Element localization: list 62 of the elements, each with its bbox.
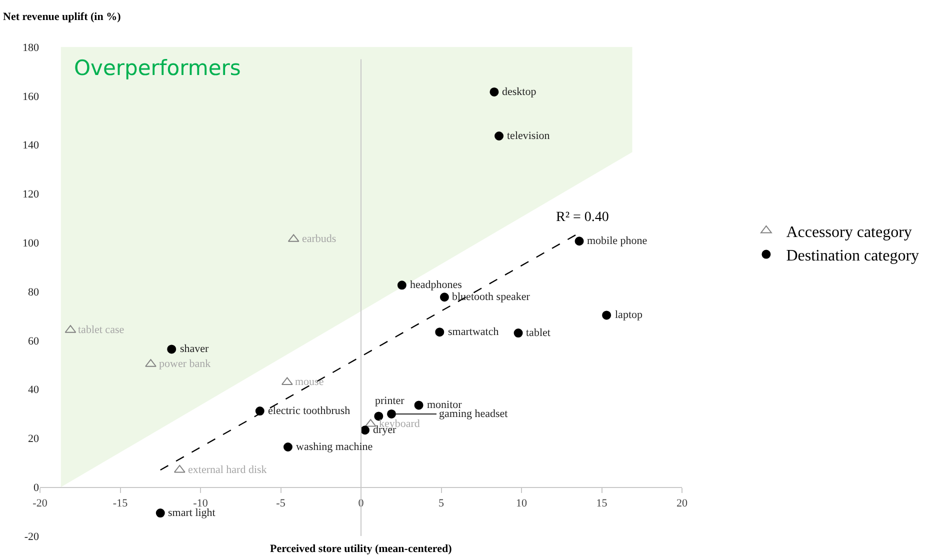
annotation: gaming headset <box>439 408 508 420</box>
point <box>490 87 499 96</box>
y-tick-label: 0 <box>34 482 40 494</box>
annotation: bluetooth speaker <box>452 291 530 303</box>
annotation: smart light <box>168 507 216 519</box>
annotation: external hard disk <box>188 464 268 476</box>
y-tick-label: 100 <box>22 237 40 250</box>
annotation: shaver <box>180 343 210 355</box>
point <box>283 442 292 452</box>
y-tick-label: 120 <box>22 188 40 201</box>
point <box>255 406 264 416</box>
annotation: mouse <box>295 376 324 388</box>
annotation: television <box>507 130 550 142</box>
x-tick-label: -5 <box>276 497 286 510</box>
point <box>387 409 396 418</box>
point <box>360 426 370 435</box>
y-tick-label: 160 <box>22 90 40 103</box>
y-tick-label: 20 <box>28 433 40 446</box>
y-tick-label: -20 <box>24 530 40 543</box>
x-tick-label: 10 <box>516 497 528 510</box>
point <box>414 400 424 410</box>
annotation: desktop <box>502 86 537 98</box>
x-tick-label: 5 <box>438 497 444 510</box>
annotation: power bank <box>159 358 212 370</box>
x-tick-label: 0 <box>358 497 364 510</box>
annotation: Overperformers <box>74 56 241 80</box>
annotation: monitor <box>427 399 462 411</box>
annotation: headphones <box>410 279 462 291</box>
x-tick-label: -15 <box>112 497 128 510</box>
point <box>156 508 165 518</box>
point <box>374 412 384 421</box>
y-tick-label: 80 <box>28 286 40 298</box>
point <box>494 132 504 140</box>
annotation: mobile phone <box>587 235 648 247</box>
x-tick-label: 15 <box>596 497 608 510</box>
annotation: R² = 0.40 <box>556 210 609 225</box>
annotation: smartwatch <box>448 326 500 338</box>
annotation: tablet <box>526 327 550 339</box>
legend-label: Accessory category <box>786 224 912 241</box>
x-axis-title: Perceived store utility (mean-centered) <box>270 543 452 555</box>
y-tick-label: 40 <box>28 384 40 396</box>
legend-label: Destination category <box>786 248 920 265</box>
annotation: electric toothbrush <box>268 405 351 417</box>
y-tick-label: 60 <box>28 335 40 348</box>
point <box>514 328 523 338</box>
x-tick-label: -10 <box>193 497 208 510</box>
annotation: laptop <box>615 309 643 321</box>
y-tick-label: 180 <box>22 42 40 54</box>
point <box>574 236 584 246</box>
annotation: earbuds <box>302 233 336 245</box>
point <box>440 292 449 302</box>
point <box>397 280 406 290</box>
annotation: washing machine <box>296 441 373 453</box>
point <box>174 464 186 473</box>
annotation: printer <box>375 395 405 407</box>
x-tick-label: 20 <box>676 497 688 510</box>
point <box>602 310 612 320</box>
point <box>435 328 444 337</box>
y-tick-label: 140 <box>22 140 40 152</box>
y-axis-title: Net revenue uplift (in %) <box>3 11 122 23</box>
annotation: tablet case <box>78 324 124 336</box>
point <box>167 344 176 354</box>
